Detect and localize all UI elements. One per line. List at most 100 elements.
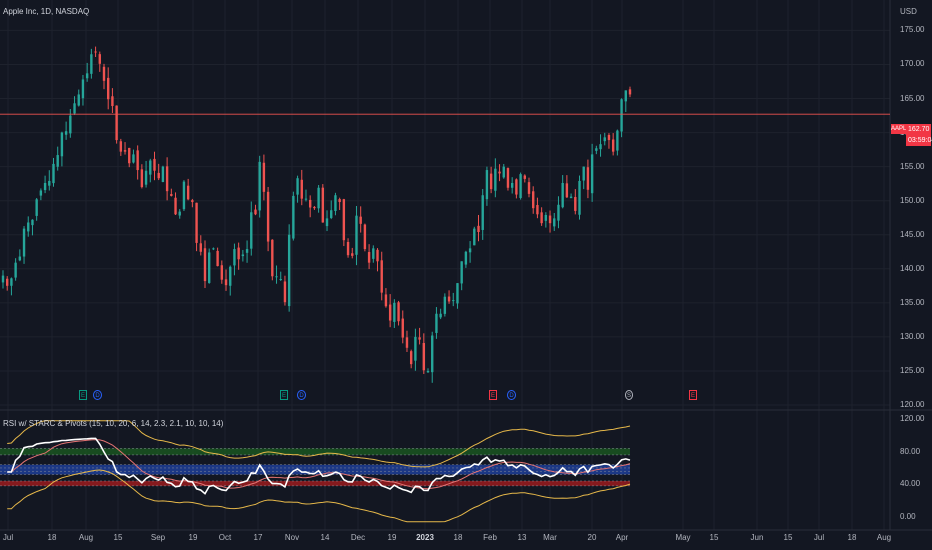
candle-body <box>250 212 253 249</box>
candle-body <box>372 248 375 259</box>
time-axis-label: 18 <box>47 533 57 542</box>
earnings-icon[interactable]: E <box>689 390 697 400</box>
rsi-axis-label: 80.00 <box>900 446 921 456</box>
price-axis-label: 170.00 <box>900 59 925 69</box>
candle-body <box>31 219 34 226</box>
time-axis-label: Apr <box>615 533 629 542</box>
candle-body <box>590 154 594 194</box>
candle-body <box>149 160 152 175</box>
candle-body <box>380 260 383 293</box>
pivot-zone-lower <box>0 481 630 486</box>
candle-body <box>452 300 455 302</box>
candle-body <box>279 279 282 281</box>
candle-body <box>527 182 531 194</box>
candle-body <box>468 248 472 253</box>
candle-body <box>317 187 320 209</box>
candle-body <box>182 181 186 210</box>
candle-body <box>447 296 451 302</box>
price-axis-label: 135.00 <box>900 297 925 307</box>
candle-body <box>22 228 26 257</box>
candle-body <box>422 343 426 371</box>
time-axis-label: 15 <box>113 533 123 542</box>
candle-body <box>207 252 211 283</box>
candle-body <box>582 166 585 181</box>
time-axis-label: Dec <box>350 533 366 542</box>
candle-body <box>414 336 417 361</box>
candle-body <box>271 239 274 277</box>
candle-body <box>60 132 64 157</box>
candle-body <box>586 167 590 190</box>
candle-body <box>119 141 123 152</box>
candle-body <box>69 115 72 134</box>
rsi-axis-label: 40.00 <box>900 479 921 489</box>
candle-body <box>481 195 484 230</box>
candle-body <box>18 256 22 261</box>
candle-body <box>473 228 476 246</box>
candle-body <box>595 148 598 151</box>
time-axis-label: 13 <box>517 533 527 542</box>
rsi-axis-label: 120.00 <box>900 414 925 424</box>
time-axis-label: 15 <box>783 533 793 542</box>
candle-body <box>574 197 577 211</box>
candle-body <box>275 276 278 278</box>
candle-body <box>115 105 118 141</box>
time-axis-label: 2023 <box>416 533 434 542</box>
earnings-icon[interactable]: E <box>79 390 87 400</box>
candle-body <box>157 172 160 179</box>
candle-body <box>603 137 606 142</box>
candle-body <box>409 351 413 365</box>
earnings-icon[interactable]: E <box>489 390 497 400</box>
dividend-icon[interactable]: D <box>507 390 516 400</box>
candle-body <box>401 318 404 338</box>
candle-body <box>477 225 480 233</box>
price-axis-label: 150.00 <box>900 195 925 205</box>
candle-body <box>165 166 169 192</box>
candle-body <box>439 313 442 318</box>
candle-body <box>489 173 493 190</box>
candle-body <box>203 248 207 282</box>
price-tag-countdown: 03:59:04 <box>906 135 932 146</box>
candle-body <box>355 215 358 255</box>
rsi-line <box>7 437 631 495</box>
candle-body <box>405 337 409 348</box>
candle-body <box>35 199 38 216</box>
candle-body <box>111 96 114 107</box>
dividend-icon[interactable]: D <box>93 390 102 400</box>
candle-body <box>418 337 421 340</box>
candle-body <box>77 94 80 106</box>
candle-body <box>519 174 522 198</box>
price-tag-value: 162.70 <box>906 124 931 135</box>
price-axis-label: 130.00 <box>900 331 925 341</box>
candle-body <box>308 199 312 208</box>
candle-body <box>624 90 627 102</box>
time-axis-label: 15 <box>709 533 719 542</box>
indicator-title[interactable]: RSI w/ STARC & Pivots (15, 10, 20, 6, 14… <box>3 419 224 428</box>
candle-body <box>569 196 573 199</box>
price-axis-label: 175.00 <box>900 25 925 35</box>
currency-label[interactable]: USD <box>900 7 917 16</box>
candle-body <box>342 199 346 241</box>
earnings-icon[interactable]: E <box>280 390 288 400</box>
candle-body <box>494 168 497 191</box>
time-axis-label: May <box>675 533 691 542</box>
candle-body <box>237 247 240 260</box>
candle-body <box>388 304 392 321</box>
candle-body <box>128 147 131 164</box>
symbol-title[interactable]: Apple Inc, 1D, NASDAQ <box>3 7 90 16</box>
time-axis-label: 17 <box>253 533 263 542</box>
candle-body <box>464 251 468 265</box>
candle-body <box>90 54 93 74</box>
candle-body <box>229 266 232 286</box>
candle-body <box>107 77 110 100</box>
candle-body <box>456 283 459 304</box>
candle-body <box>195 202 198 243</box>
time-axis-label: Aug <box>876 533 892 542</box>
candle-body <box>338 199 341 203</box>
candle-body <box>607 134 611 141</box>
split-icon[interactable]: S <box>625 390 633 400</box>
time-axis-label: Feb <box>483 533 497 542</box>
candle-body <box>56 155 59 167</box>
time-axis-label: 18 <box>847 533 857 542</box>
dividend-icon[interactable]: D <box>297 390 306 400</box>
